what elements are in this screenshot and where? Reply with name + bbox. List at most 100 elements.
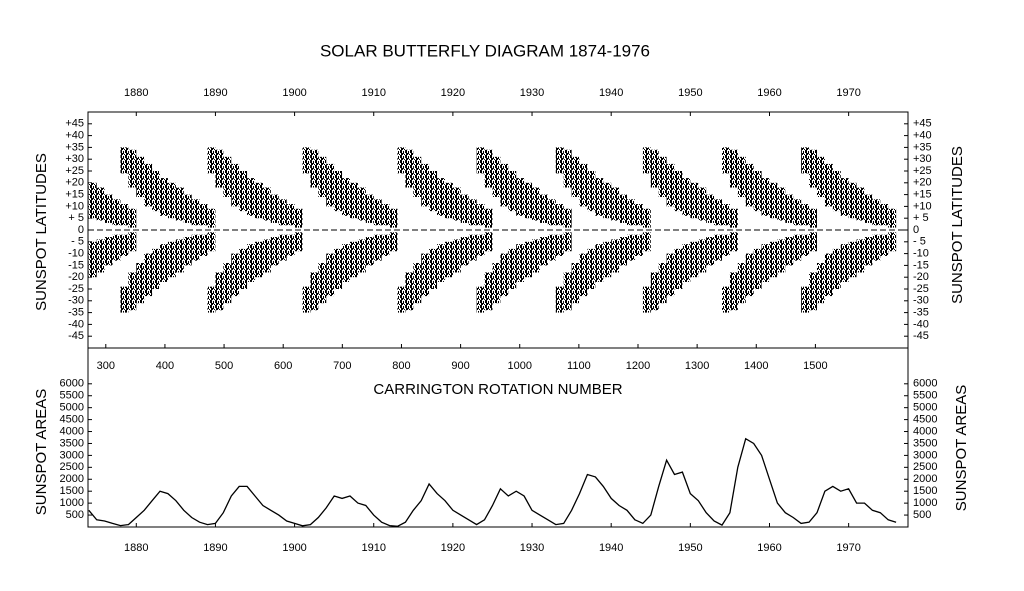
latitude-band <box>96 239 105 273</box>
x2-tick-label: 500 <box>215 360 233 372</box>
latitude-band <box>856 239 865 273</box>
y-tick-label: 2000 <box>60 473 84 485</box>
latitude-band <box>476 147 485 174</box>
y-tick-label: 500 <box>66 509 84 521</box>
y-tick-label: -30 <box>68 295 84 307</box>
x-tick-label: 1950 <box>678 542 702 554</box>
latitude-band <box>658 156 667 197</box>
y-tick-label-right: +45 <box>913 118 932 130</box>
latitude-band <box>824 163 833 207</box>
y-tick-label: +10 <box>65 200 84 212</box>
x-tick-label: 1880 <box>124 542 148 554</box>
latitude-band <box>444 182 453 219</box>
latitude-band <box>381 234 390 256</box>
y-tick-label: +35 <box>65 141 84 153</box>
y-tick-label-right: 0 <box>913 224 919 236</box>
x-tick-label: 1930 <box>520 87 544 99</box>
x2-tick-label: 600 <box>274 360 292 372</box>
latitude-band <box>690 182 699 219</box>
latitude-band <box>682 244 691 282</box>
y-tick-label: - 5 <box>71 236 84 248</box>
y-tick-label-right: 2500 <box>913 461 937 473</box>
latitude-band <box>547 234 556 261</box>
latitude-band <box>247 244 256 282</box>
latitude-band <box>247 178 256 216</box>
y-tick-label-right: -25 <box>913 283 929 295</box>
x-tick-label: 1960 <box>757 542 781 554</box>
x-tick-label: 1930 <box>520 542 544 554</box>
latitude-band <box>809 232 817 252</box>
y-axis-label: SUNSPOT AREAS <box>33 389 50 515</box>
latitude-band <box>167 182 176 219</box>
latitude-band <box>183 237 192 266</box>
latitude-band <box>175 239 184 273</box>
latitude-band <box>579 163 588 207</box>
latitude-band <box>255 182 263 219</box>
latitude-band <box>698 239 707 273</box>
latitude-band <box>207 286 216 313</box>
y-tick-label: 5000 <box>60 402 84 414</box>
y-tick-label-right: 6000 <box>913 378 937 390</box>
latitude-band <box>721 147 730 174</box>
latitude-band <box>112 199 121 226</box>
latitude-band <box>262 239 271 273</box>
y-tick-label: 2500 <box>60 461 84 473</box>
x2-tick-label: 1500 <box>803 360 827 372</box>
latitude-band <box>128 208 137 228</box>
latitude-band <box>207 208 216 228</box>
latitude-band <box>539 194 548 223</box>
latitude-band <box>231 253 240 297</box>
latitude-band <box>365 194 374 223</box>
latitude-band <box>532 239 540 273</box>
y-axis-label-right: SUNSPOT AREAS <box>953 385 970 511</box>
latitude-band <box>524 241 533 278</box>
latitude-band <box>801 147 810 174</box>
y-tick-label-right: +25 <box>913 165 932 177</box>
latitude-band <box>397 286 406 313</box>
y-tick-label: -10 <box>68 248 84 260</box>
area-line <box>88 437 897 527</box>
latitude-band <box>397 147 406 174</box>
latitude-band <box>706 194 715 223</box>
latitude-band <box>555 286 564 313</box>
y-tick-label-right: +30 <box>913 153 932 165</box>
latitude-band <box>357 187 366 221</box>
latitude-band <box>215 272 224 311</box>
latitude-band <box>104 237 113 266</box>
latitude-band <box>152 171 161 212</box>
y-axis-label-right: SUNSPOT LATITUDES <box>949 146 966 304</box>
latitude-band <box>476 286 485 313</box>
latitude-band <box>239 248 248 289</box>
latitude-band <box>674 248 683 289</box>
latitude-band <box>864 194 873 223</box>
latitude-band <box>571 263 580 304</box>
latitude-band <box>571 156 580 197</box>
latitude-band <box>175 187 184 221</box>
latitude-band <box>349 241 358 278</box>
latitude-band <box>872 234 881 261</box>
x-tick-label: 1910 <box>361 87 385 99</box>
latitude-band <box>334 171 343 212</box>
latitude-band <box>824 253 833 297</box>
plot-frame <box>87 347 909 528</box>
latitude-band <box>302 286 311 313</box>
latitude-band <box>729 232 738 252</box>
y-tick-label-right: 1500 <box>913 485 937 497</box>
y-tick-label: + 5 <box>68 212 84 224</box>
latitude-band <box>389 208 398 228</box>
latitude-band <box>737 156 746 197</box>
y-tick-label-right: + 5 <box>913 212 929 224</box>
y-tick-label-right: -30 <box>913 295 929 307</box>
latitude-band <box>365 237 374 266</box>
latitude-band <box>848 182 857 219</box>
latitude-band <box>144 253 153 297</box>
latitude-band <box>128 232 137 252</box>
latitude-band <box>136 156 145 197</box>
latitude-band <box>516 178 525 216</box>
latitude-band <box>769 182 778 219</box>
latitude-band <box>888 232 897 252</box>
latitude-band <box>611 239 620 273</box>
y-tick-label-right: 2000 <box>913 473 937 485</box>
y-tick-label: +45 <box>65 118 84 130</box>
